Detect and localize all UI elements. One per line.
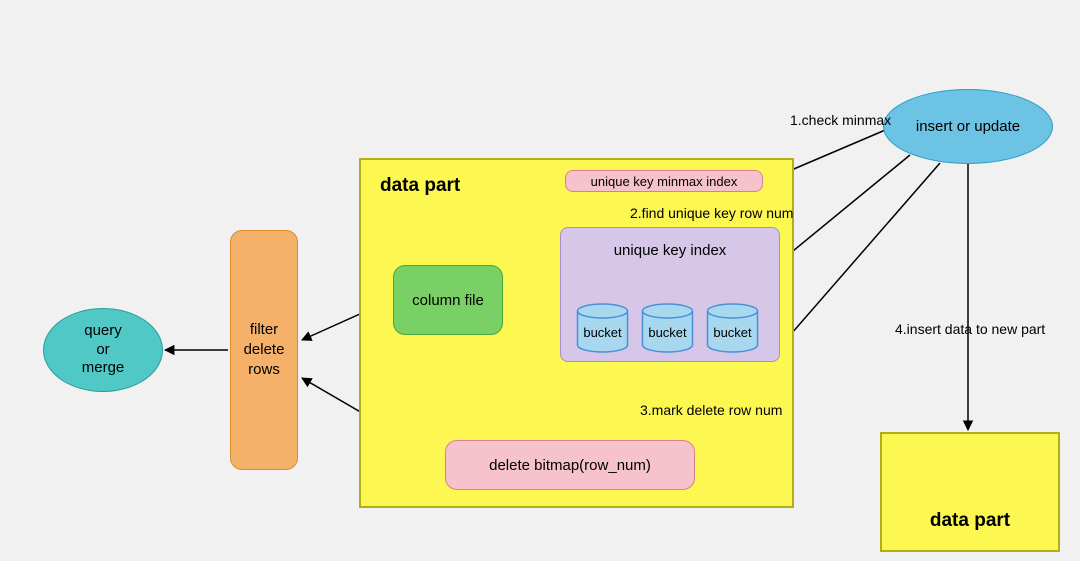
- delete-bitmap: delete bitmap(row_num): [445, 440, 695, 490]
- filter-box-line3: rows: [248, 360, 280, 380]
- query-merge: query or merge: [43, 308, 163, 392]
- insert-update: insert or update: [883, 89, 1053, 164]
- query-merge-line2: or: [96, 341, 109, 360]
- minmax-index-label: unique key minmax index: [591, 174, 738, 189]
- filter-box-line1: filter: [250, 320, 278, 340]
- bucket-0: bucket: [575, 303, 630, 353]
- label-insert-new: 4.insert data to new part: [895, 321, 1045, 337]
- query-merge-line3: merge: [82, 359, 125, 378]
- label-check-minmax: 1.check minmax: [790, 112, 891, 128]
- svg-text:bucket: bucket: [648, 325, 687, 340]
- query-merge-line1: query: [84, 322, 122, 341]
- column-file: column file: [393, 265, 503, 335]
- insert-update-label: insert or update: [916, 118, 1020, 135]
- label-mark-delete: 3.mark delete row num: [640, 402, 782, 418]
- bucket-2: bucket: [705, 303, 760, 353]
- unique-key-index-label: unique key index: [614, 242, 727, 259]
- column-file-label: column file: [412, 292, 484, 309]
- filter-box: filter delete rows: [230, 230, 298, 470]
- filter-box-line2: delete: [244, 340, 285, 360]
- label-find-unique: 2.find unique key row num: [630, 205, 793, 221]
- minmax-index: unique key minmax index: [565, 170, 763, 192]
- data-part-new-title: data part: [930, 510, 1010, 532]
- data-part-new: data part: [880, 432, 1060, 552]
- edge-find-unique: [782, 155, 910, 260]
- svg-text:bucket: bucket: [583, 325, 622, 340]
- delete-bitmap-label: delete bitmap(row_num): [489, 457, 651, 474]
- bucket-1: bucket: [640, 303, 695, 353]
- svg-text:bucket: bucket: [713, 325, 752, 340]
- data-part-main-title: data part: [380, 175, 460, 197]
